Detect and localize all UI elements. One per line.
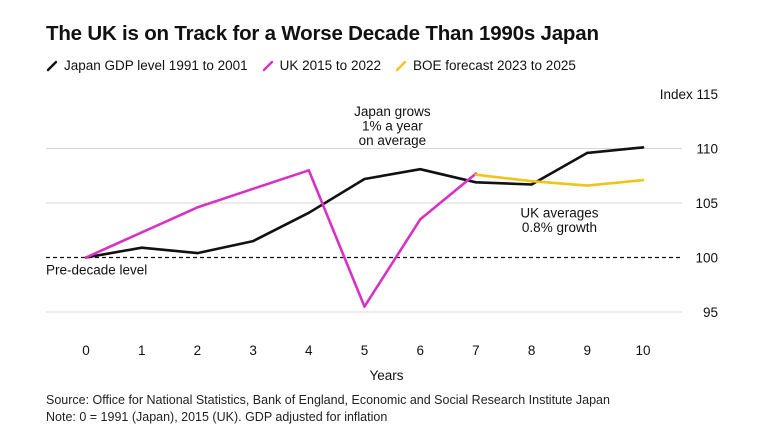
- series-line-japan: [84, 146, 645, 259]
- legend-item-boe: BOE forecast 2023 to 2025: [395, 58, 576, 73]
- annotation-1-line-1: 0.8% growth: [522, 220, 597, 235]
- x-tick-label-0: 0: [82, 343, 90, 358]
- x-tick-label-10: 10: [635, 343, 650, 358]
- x-tick-label-5: 5: [361, 343, 369, 358]
- x-tick-label-8: 8: [528, 343, 536, 358]
- chart-title: The UK is on Track for a Worse Decade Th…: [46, 22, 599, 45]
- x-tick-label-2: 2: [194, 343, 202, 358]
- y-tick-label-100: 100: [695, 251, 718, 266]
- source-note: Source: Office for National Statistics, …: [46, 393, 610, 407]
- y-tick-label-110: 110: [696, 142, 718, 157]
- series-line-uk: [84, 169, 478, 308]
- x-tick-label-4: 4: [305, 343, 313, 358]
- legend-swatch-japan: [46, 60, 58, 71]
- x-tick-label-3: 3: [249, 343, 257, 358]
- data-point-uk-3: [251, 187, 255, 191]
- data-point-uk-4: [307, 169, 310, 172]
- data-point-japan-6: [419, 168, 422, 171]
- data-point-uk-0: [84, 256, 88, 259]
- footnote: Note: 0 = 1991 (Japan), 2015 (UK). GDP a…: [46, 410, 388, 424]
- data-point-japan-1: [140, 246, 143, 249]
- data-point-japan-9: [586, 151, 589, 155]
- data-point-japan-10: [641, 146, 645, 149]
- data-point-boe-9: [586, 184, 589, 187]
- data-point-boe-8: [530, 180, 533, 183]
- legend-item-uk: UK 2015 to 2022: [262, 58, 381, 73]
- legend-label-uk: UK 2015 to 2022: [279, 58, 381, 73]
- reference-line-label: Pre-decade level: [46, 263, 147, 278]
- y-tick-label-105: 105: [695, 196, 718, 211]
- data-point-japan-3: [251, 239, 255, 243]
- annotation-0-line-0: Japan grows: [354, 104, 431, 119]
- y-tick-label-115: Index 115: [660, 87, 718, 102]
- data-point-japan-8: [530, 183, 533, 186]
- x-tick-label-9: 9: [584, 343, 592, 358]
- y-tick-label-95: 95: [703, 305, 718, 320]
- legend-label-japan: Japan GDP level 1991 to 2001: [64, 58, 248, 73]
- legend-swatch-boe: [395, 60, 407, 71]
- data-point-uk-2: [196, 206, 199, 209]
- series-line-boe: [474, 173, 645, 187]
- data-point-uk-5: [363, 305, 366, 308]
- data-point-japan-5: [363, 177, 366, 181]
- data-point-uk-6: [419, 218, 422, 221]
- data-point-japan-4: [307, 211, 310, 215]
- x-tick-label-7: 7: [472, 343, 480, 358]
- data-point-uk-1: [140, 231, 143, 234]
- x-tick-label-6: 6: [416, 343, 424, 358]
- data-point-japan-2: [196, 251, 199, 255]
- annotation-0-line-1: 1% a year: [362, 118, 423, 133]
- data-point-japan-7: [474, 181, 478, 184]
- data-point-boe-7: [474, 173, 478, 176]
- x-axis-title: Years: [369, 368, 403, 383]
- legend-label-boe: BOE forecast 2023 to 2025: [412, 58, 576, 73]
- x-tick-label-1: 1: [138, 343, 146, 358]
- legend-swatch-uk: [262, 60, 273, 71]
- data-point-boe-10: [641, 178, 645, 182]
- annotation-1-line-0: UK averages: [520, 205, 598, 220]
- legend: Japan GDP level 1991 to 2001 UK 2015 to …: [46, 58, 590, 73]
- annotation-0-line-2: on average: [359, 133, 427, 148]
- legend-item-japan: Japan GDP level 1991 to 2001: [46, 58, 248, 73]
